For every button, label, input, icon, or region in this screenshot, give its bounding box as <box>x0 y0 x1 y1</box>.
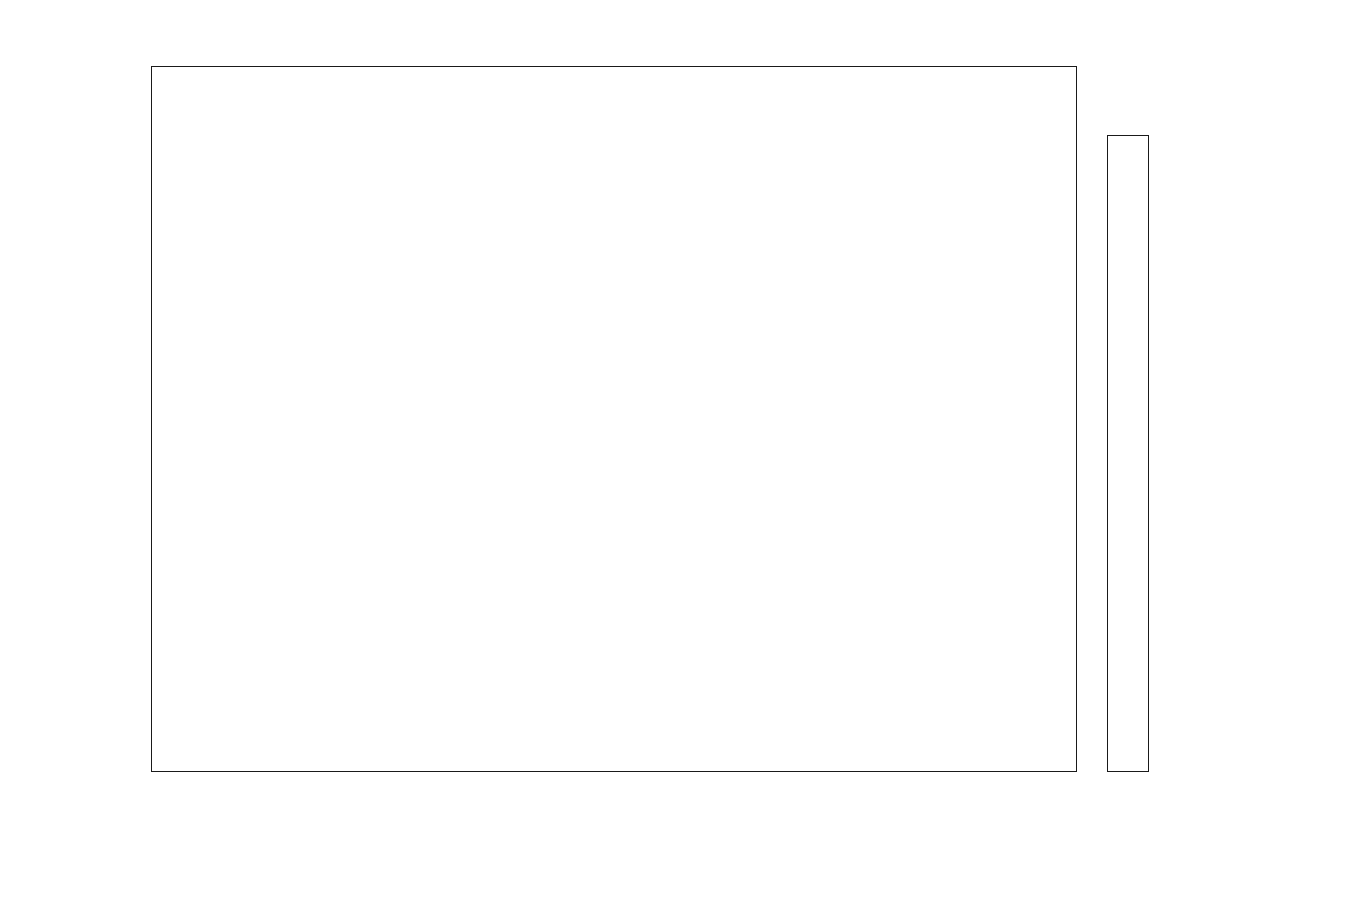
colorbar-canvas <box>1108 136 1148 771</box>
y-axis-label <box>77 319 117 519</box>
heatmap-canvas <box>152 67 1076 771</box>
